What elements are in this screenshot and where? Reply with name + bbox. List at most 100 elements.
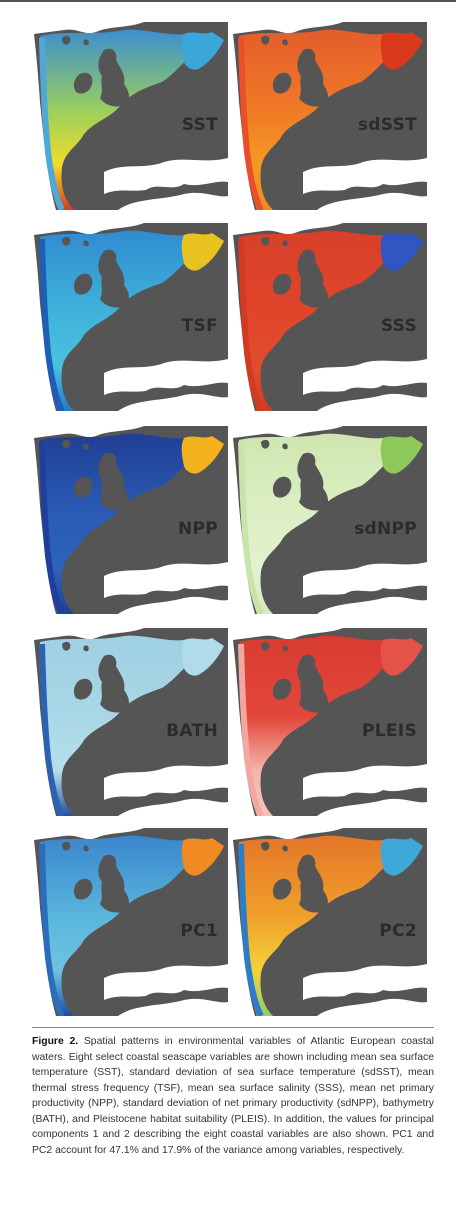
coastal-variable-field: [39, 835, 194, 1016]
british-isles-landmass: [297, 452, 328, 511]
coastal-variable-field: [39, 433, 194, 614]
map-panel-pleis: PLEIS: [233, 628, 427, 816]
baltic-waters: [181, 638, 224, 676]
coastal-rim: [238, 843, 264, 1016]
panel-label: NPP: [177, 519, 218, 539]
mediterranean-nodata: [303, 359, 427, 411]
panel-label: TSF: [181, 316, 218, 336]
mediterranean-nodata: [104, 562, 228, 614]
baltic-waters: [380, 32, 423, 70]
baltic-waters: [380, 233, 423, 271]
ireland-landmass: [73, 678, 93, 700]
map-graphic: [233, 828, 427, 1016]
map-graphic: [233, 22, 427, 210]
north-islands: [62, 641, 89, 652]
panel-label: SSS: [380, 316, 417, 336]
map-nodata-area: [233, 426, 343, 614]
map-panel-bath: BATH: [34, 628, 228, 816]
british-isles-landmass: [297, 48, 328, 107]
map-graphic: [34, 426, 228, 614]
panel-label: BATH: [166, 721, 218, 741]
mediterranean-nodata: [104, 359, 228, 411]
coastal-variable-field: [39, 230, 194, 411]
map-panel-tsf: TSF: [34, 223, 228, 411]
coastal-variable-field: [238, 835, 393, 1016]
baltic-waters: [181, 436, 224, 474]
north-islands: [261, 236, 288, 247]
map-nodata-area: [34, 223, 144, 411]
coastal-variable-field: [39, 29, 194, 210]
north-islands: [62, 841, 89, 852]
top-rule: [0, 0, 456, 2]
map-nodata-area: [34, 628, 144, 816]
british-isles-landmass: [98, 452, 129, 511]
map-nodata-area: [34, 828, 144, 1016]
map-graphic: [34, 828, 228, 1016]
ireland-landmass: [73, 878, 93, 900]
coastal-rim: [39, 441, 65, 614]
mediterranean-nodata: [104, 964, 228, 1016]
coastal-rim: [238, 238, 264, 411]
mediterranean-nodata: [104, 764, 228, 816]
coastal-variable-field: [39, 635, 194, 816]
map-graphic: [34, 22, 228, 210]
ireland-landmass: [272, 878, 292, 900]
panel-label: PC2: [379, 921, 417, 941]
mediterranean-nodata: [303, 964, 427, 1016]
mediterranean-nodata: [303, 158, 427, 210]
panel-label: PLEIS: [362, 721, 417, 741]
ireland-landmass: [73, 273, 93, 295]
map-panel-pc1: PC1: [34, 828, 228, 1016]
coastal-rim: [238, 643, 264, 816]
figure-caption: Figure 2. Spatial patterns in environmen…: [32, 1034, 434, 1158]
map-nodata-area: [34, 22, 144, 210]
map-panel-sdnpp: sdNPP: [233, 426, 427, 614]
baltic-waters: [380, 838, 423, 876]
map-nodata-area: [233, 223, 343, 411]
map-graphic: [34, 223, 228, 411]
coastal-rim: [39, 238, 65, 411]
baltic-waters: [181, 838, 224, 876]
british-isles-landmass: [297, 654, 328, 713]
panel-label: SST: [181, 115, 218, 135]
north-islands: [261, 841, 288, 852]
north-islands: [261, 641, 288, 652]
map-panel-sdsst: sdSST: [233, 22, 427, 210]
map-nodata-area: [233, 22, 343, 210]
ireland-landmass: [272, 72, 292, 94]
coastal-rim: [39, 843, 65, 1016]
british-isles-landmass: [98, 654, 129, 713]
map-graphic: [233, 223, 427, 411]
caption-text: Spatial patterns in environmental variab…: [32, 1036, 434, 1156]
coastal-variable-field: [238, 433, 393, 614]
ireland-landmass: [73, 476, 93, 498]
panel-label: PC1: [180, 921, 218, 941]
baltic-waters: [380, 436, 423, 474]
coastal-rim: [238, 441, 264, 614]
mediterranean-nodata: [303, 562, 427, 614]
ireland-landmass: [272, 273, 292, 295]
map-nodata-area: [233, 628, 343, 816]
coastal-rim: [39, 37, 65, 210]
british-isles-landmass: [98, 249, 129, 308]
baltic-waters: [181, 233, 224, 271]
british-isles-landmass: [297, 854, 328, 913]
panel-label: sdSST: [357, 115, 417, 135]
north-islands: [261, 35, 288, 46]
mediterranean-nodata: [104, 158, 228, 210]
coastal-rim: [238, 37, 264, 210]
ireland-landmass: [272, 678, 292, 700]
coastal-variable-field: [238, 29, 393, 210]
north-islands: [62, 35, 89, 46]
map-panel-sst: SST: [34, 22, 228, 210]
map-graphic: [34, 628, 228, 816]
north-islands: [62, 236, 89, 247]
coastal-variable-field: [238, 635, 393, 816]
coastal-variable-field: [238, 230, 393, 411]
british-isles-landmass: [297, 249, 328, 308]
map-nodata-area: [34, 426, 144, 614]
map-panel-npp: NPP: [34, 426, 228, 614]
map-nodata-area: [233, 828, 343, 1016]
ireland-landmass: [272, 476, 292, 498]
map-panel-sss: SSS: [233, 223, 427, 411]
